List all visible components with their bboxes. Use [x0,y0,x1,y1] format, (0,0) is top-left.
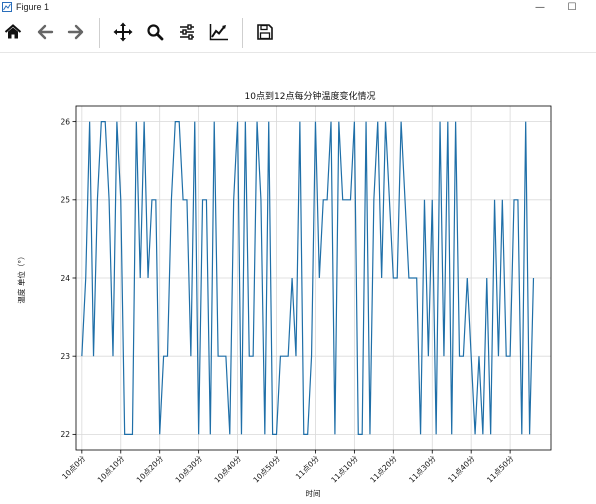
minimize-button[interactable]: — [524,0,556,14]
maximize-button[interactable]: ☐ [556,0,588,14]
chart-title: 10点到12点每分钟温度变化情况 [245,90,376,102]
zoom-button[interactable] [143,20,167,44]
configure-subplots-button[interactable] [175,20,199,44]
zoom-icon [147,24,164,41]
x-tick-label: 10点30分 [174,454,205,485]
app-icon [2,2,12,12]
x-tick-label: 11点20分 [368,454,399,485]
edit-axis-icon [209,24,228,41]
configure-subplots-icon [180,24,194,40]
x-tick-label: 10点0分 [60,454,87,481]
back-icon [37,24,54,40]
x-tick-label: 10点40分 [213,454,244,485]
x-axis-label: 时间 [306,488,321,498]
y-tick-label: 24 [60,274,70,283]
y-tick-label: 26 [60,117,70,126]
x-tick-label: 10点20分 [135,454,166,485]
figure-canvas[interactable]: 10点到12点每分钟温度变化情况 22 23 24 25 26 10点0分 10点10分 10… [0,53,596,500]
x-tick-label: 11点50分 [485,454,516,485]
toolbar-separator [242,18,243,48]
y-tick-label: 23 [60,352,70,361]
x-tick-label: 10点10分 [96,454,127,485]
y-axis-label: 温度 单位（°） [16,252,26,303]
toolbar-separator [99,18,100,48]
save-icon [257,24,273,40]
window-titlebar: Figure 1 — ☐ [0,0,596,14]
minimize-icon: — [535,1,545,13]
pan-button[interactable] [111,20,135,44]
window-title: Figure 1 [16,2,50,12]
temperature-series-line [81,121,535,435]
forward-button[interactable] [64,20,88,44]
x-tick-label: 11点0分 [294,454,321,481]
back-button[interactable] [33,20,57,44]
maximize-icon: ☐ [567,1,577,13]
edit-axis-button[interactable] [207,20,231,44]
y-tick-label: 25 [60,196,70,205]
x-tick-label: 11点40分 [446,454,477,485]
save-button[interactable] [253,20,277,44]
grid-layer [76,106,551,450]
x-tick-label: 11点30分 [407,454,438,485]
home-button[interactable] [1,20,25,44]
x-tick-label: 11点10分 [329,454,360,485]
home-icon [4,24,22,39]
y-tick-label: 22 [60,430,70,439]
x-tick-label: 10点50分 [251,454,282,485]
forward-icon [67,24,84,40]
pan-icon [113,22,133,42]
navigation-toolbar [0,14,596,53]
line-chart: 10点到12点每分钟温度变化情况 22 23 24 25 26 10点0分 10点10分 10… [16,90,552,498]
